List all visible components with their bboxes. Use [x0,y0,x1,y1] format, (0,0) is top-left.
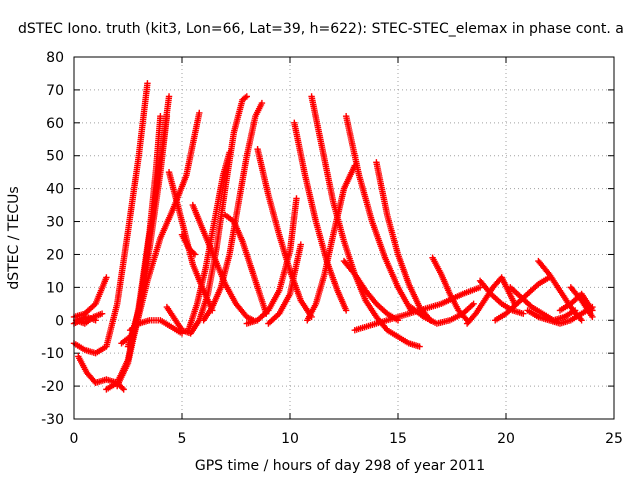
x-tick-label: 20 [497,431,515,447]
x-tick-label: 0 [70,431,79,447]
x-tick-label: 25 [605,431,623,447]
y-axis-label: dSTEC / TECUs [6,186,22,289]
x-axis-label: GPS time / hours of day 298 of year 2011 [195,458,485,474]
series-17 [200,99,266,324]
data-point [165,93,173,100]
series-37 [567,284,596,321]
series-4 [70,80,151,357]
y-tick-label: -20 [41,379,64,395]
series-22 [304,162,358,324]
data-point [297,241,304,248]
plot-frame [73,56,615,420]
data-point [98,310,106,317]
data-point [243,93,250,100]
data-point [476,284,484,291]
y-tick-label: 40 [46,182,64,198]
data-point [163,113,171,120]
y-tick-label: 70 [46,83,64,99]
series-marker [119,384,126,392]
series-20 [265,241,304,327]
y-tick-label: 10 [46,280,64,296]
data-point [226,149,233,156]
data-point [196,109,203,117]
data-point [258,99,266,107]
series-marker [190,249,197,257]
data-point [191,251,199,258]
data-point [144,80,151,87]
data-point [342,307,350,314]
x-tick-label: 15 [389,431,407,447]
series-14 [178,231,199,258]
series-25 [340,257,402,324]
y-tick-label: 0 [55,313,64,329]
data-point [293,195,300,202]
y-tick-label: 60 [46,116,64,132]
y-tick-label: 30 [46,215,64,231]
series-29 [407,300,477,327]
data-point [589,313,596,321]
y-tick-label: -10 [41,346,64,362]
series-24 [342,113,415,314]
y-tick-label: 80 [46,50,64,66]
axis-ticks: -30 -20 -10 0 10 20 30 40 50 60 70 80 0 5 10 15 20 25 [41,50,623,447]
data-points [70,80,596,393]
series-33 [507,284,579,324]
data-point [578,317,585,324]
data-point [416,343,423,350]
y-tick-label: 50 [46,149,64,165]
x-tick-label: 10 [281,431,299,447]
series-3 [72,310,106,327]
data-point [103,274,110,281]
y-tick-label: -30 [41,412,64,428]
series-28 [429,254,471,324]
data-point [157,113,164,120]
x-tick-label: 5 [178,431,187,447]
chart-title: dSTEC Iono. truth (kit3, Lon=66, Lat=39,… [18,21,624,37]
series-35 [524,303,596,327]
series-12 [165,168,216,314]
series-9 [118,109,203,347]
series-30 [463,274,518,327]
series-23 [308,93,423,350]
y-tick-label: 20 [46,247,64,263]
data-point [520,310,527,317]
series-1 [70,274,110,321]
data-point [470,300,477,308]
series-10 [126,317,186,337]
data-point [120,386,127,393]
